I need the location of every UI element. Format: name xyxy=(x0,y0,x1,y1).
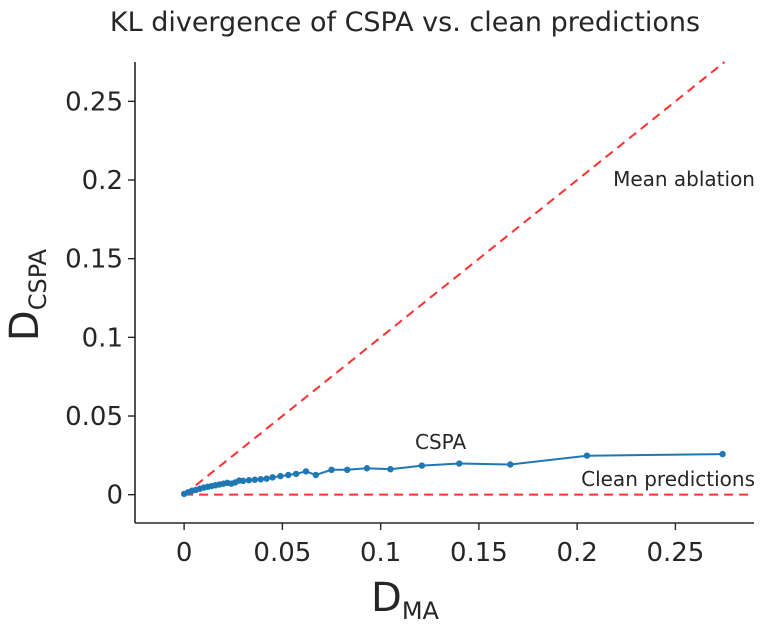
cspa-point xyxy=(583,452,591,459)
cspa-point xyxy=(251,476,259,483)
cspa-point xyxy=(285,471,292,479)
y-tick-label: 0.15 xyxy=(65,245,123,275)
axes xyxy=(134,62,754,524)
cspa-point xyxy=(719,450,726,458)
cspa-point xyxy=(344,466,351,474)
y-tick-label: 0.1 xyxy=(82,323,123,353)
cspa-point xyxy=(418,462,426,469)
cspa-point xyxy=(363,465,371,472)
annotation-mean-ablation: Mean ablation xyxy=(613,167,755,191)
x-tick-label: 0.25 xyxy=(646,538,704,568)
y-tick-label: 0.05 xyxy=(65,402,123,432)
cspa-point xyxy=(245,477,253,484)
cspa-point xyxy=(277,472,284,480)
cspa-point xyxy=(269,474,276,481)
reference-lines xyxy=(183,61,754,496)
x-tick-label: 0.2 xyxy=(556,538,597,568)
x-tick-label: 0.1 xyxy=(360,538,401,568)
cspa-point xyxy=(263,475,270,482)
cspa-point xyxy=(507,461,514,468)
y-axis-label: DCSPA xyxy=(2,248,52,341)
y-tick-label: 0 xyxy=(106,481,123,511)
x-tick-label: 0 xyxy=(176,538,193,568)
x-axis-label: DMA xyxy=(371,575,440,625)
x-axis-label-subscript: MA xyxy=(402,597,440,625)
annotation-clean-predictions: Clean predictions xyxy=(581,467,755,491)
cspa-point xyxy=(312,471,319,479)
cspa-point xyxy=(387,465,394,473)
y-ticks: 0 0.05 0.1 0.15 0.2 0.25 xyxy=(65,87,135,511)
cspa-point xyxy=(328,466,335,474)
cspa-point xyxy=(257,476,264,483)
y-tick-label: 0.25 xyxy=(65,87,123,117)
x-ticks: 0 0.05 0.1 0.15 0.2 0.25 xyxy=(176,523,704,568)
cspa-series xyxy=(180,450,726,498)
chart-title: KL divergence of CSPA vs. clean predicti… xyxy=(110,7,700,38)
x-axis-label-main: D xyxy=(371,575,402,621)
y-axis-label-main: D xyxy=(2,310,48,341)
cspa-point xyxy=(456,460,463,467)
annotation-cspa: CSPA xyxy=(415,430,466,454)
cspa-point xyxy=(292,470,300,478)
mean-ablation-line xyxy=(183,61,726,496)
x-tick-label: 0.15 xyxy=(450,538,508,568)
cspa-point xyxy=(239,477,247,485)
y-tick-label: 0.2 xyxy=(82,166,123,196)
y-axis-label-subscript: CSPA xyxy=(24,248,52,310)
cspa-point xyxy=(302,468,310,475)
x-tick-label: 0.05 xyxy=(253,538,311,568)
